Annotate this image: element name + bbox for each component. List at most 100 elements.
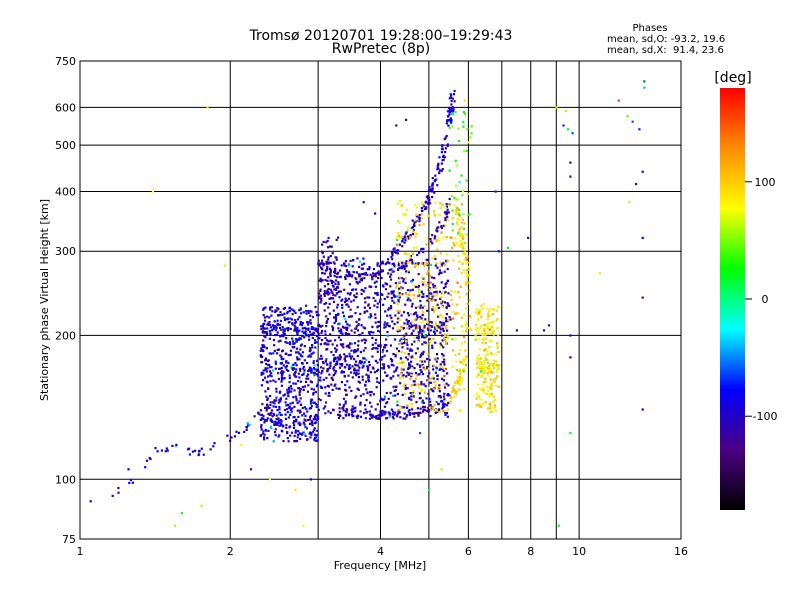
echo-point (325, 343, 328, 346)
echo-point (293, 420, 296, 423)
echo-point (309, 322, 312, 325)
echo-point (418, 220, 421, 223)
echo-point (406, 358, 409, 361)
echo-point (277, 419, 280, 423)
echo-point (411, 321, 414, 324)
echo-point (376, 302, 379, 305)
echo-point (443, 301, 446, 304)
echo-point (446, 219, 449, 222)
echo-point (329, 288, 332, 291)
echo-point (305, 438, 309, 441)
echo-point (284, 366, 287, 369)
echo-point (396, 290, 399, 293)
echo-point (418, 373, 421, 376)
echo-point (433, 214, 437, 217)
echo-point (355, 288, 358, 291)
echo-point (487, 322, 490, 325)
echo-point (459, 383, 462, 386)
echo-point (446, 143, 449, 146)
echo-point (377, 277, 380, 280)
echo-point (359, 350, 362, 354)
echo-point (406, 406, 409, 409)
echo-point (426, 410, 429, 413)
echo-point (388, 366, 391, 369)
echo-point (316, 383, 319, 386)
echo-point (335, 363, 338, 366)
echo-point (391, 270, 394, 273)
echo-point (317, 408, 320, 411)
echo-point (391, 254, 394, 257)
echo-point (404, 340, 408, 343)
echo-point (363, 338, 366, 341)
echo-point (279, 319, 283, 322)
echo-point (421, 217, 424, 220)
echo-point (151, 190, 155, 193)
echo-point (326, 239, 329, 242)
echo-point (444, 150, 447, 154)
echo-point (272, 413, 276, 417)
echo-point (278, 434, 281, 437)
echo-point (315, 405, 318, 408)
echo-point (432, 286, 435, 289)
echo-point (457, 139, 461, 143)
echo-point (435, 229, 438, 232)
echo-point (396, 326, 399, 329)
echo-point (321, 271, 324, 275)
echo-point (416, 411, 419, 414)
echo-point (327, 258, 330, 261)
echo-point (385, 338, 388, 341)
echo-point (380, 270, 383, 273)
echo-point (293, 324, 296, 327)
echo-point (391, 258, 394, 261)
echo-point (194, 449, 197, 452)
echo-point (174, 445, 177, 448)
echo-point (400, 265, 403, 268)
echo-point (411, 278, 415, 281)
echo-point (336, 306, 339, 309)
echo-point (263, 322, 266, 325)
echo-point (293, 373, 296, 376)
echo-point (433, 237, 436, 240)
echo-point (480, 315, 483, 318)
echo-point (372, 297, 375, 300)
echo-point (437, 167, 440, 170)
echo-point (449, 400, 452, 403)
echo-point (411, 219, 414, 222)
echo-point (310, 405, 313, 408)
echo-point (335, 387, 338, 390)
echo-point (359, 401, 362, 404)
echo-point (446, 404, 449, 407)
echo-point (356, 349, 359, 352)
echo-point (309, 402, 312, 405)
echo-point (282, 328, 285, 331)
echo-point (410, 360, 413, 363)
echo-point (396, 302, 399, 306)
echo-point (483, 349, 486, 352)
echo-point (400, 325, 403, 328)
echo-point (340, 299, 343, 302)
echo-point (477, 373, 480, 376)
echo-point (320, 331, 323, 335)
echo-point (272, 401, 275, 404)
echo-point (436, 303, 439, 306)
echo-point (459, 370, 462, 373)
echo-point (346, 323, 349, 326)
echo-point (342, 407, 345, 410)
echo-point (468, 314, 472, 318)
echo-point (317, 323, 321, 326)
echo-point (333, 357, 336, 360)
echo-point (409, 322, 412, 325)
echo-point (297, 415, 300, 418)
echo-point (262, 308, 265, 311)
echo-point (489, 411, 492, 414)
echo-point (345, 363, 348, 366)
echo-point (313, 341, 316, 344)
echo-point (376, 350, 379, 353)
echo-point (496, 346, 499, 349)
echo-point (417, 305, 420, 308)
echo-point (387, 397, 390, 400)
echo-point (379, 345, 382, 348)
echo-point (319, 289, 322, 293)
echo-point (271, 310, 274, 313)
echo-point (402, 280, 405, 283)
